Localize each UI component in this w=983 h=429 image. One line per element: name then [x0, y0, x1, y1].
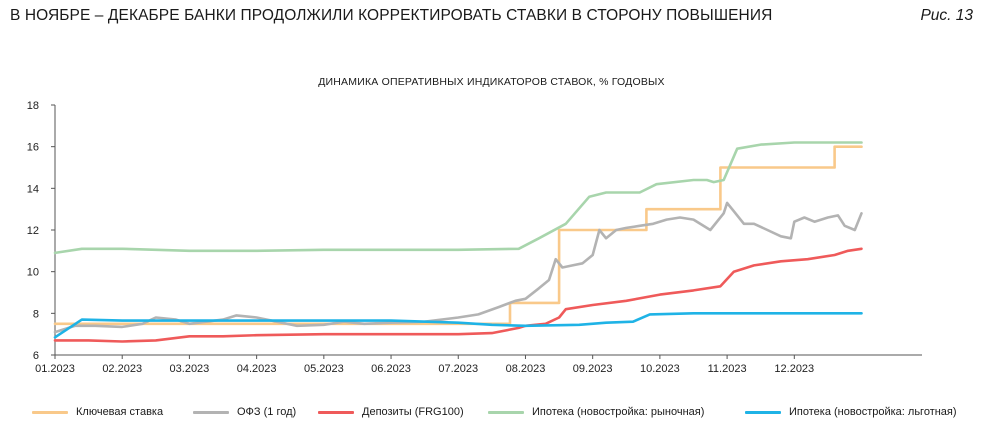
y-tick-label: 14 — [27, 183, 39, 195]
x-tick-label: 05.2023 — [304, 363, 344, 375]
x-tick-label: 10.2023 — [640, 363, 680, 375]
x-tick-label: 01.2023 — [35, 363, 75, 375]
chart-title: ДИНАМИКА ОПЕРАТИВНЫХ ИНДИКАТОРОВ СТАВОК,… — [318, 76, 665, 88]
legend-swatch — [32, 410, 68, 414]
x-tick-label: 08.2023 — [506, 363, 546, 375]
x-tick-label: 07.2023 — [438, 363, 478, 375]
y-tick-label: 12 — [27, 225, 39, 237]
legend-label: Ключевая ставка — [76, 406, 164, 418]
series-line-3 — [53, 247, 863, 343]
page-title: В НОЯБРЕ – ДЕКАБРЕ БАНКИ ПРОДОЛЖИЛИ КОРР… — [10, 7, 773, 24]
legend-item-5: Ипотека (новостройка: льготная) — [745, 402, 957, 422]
y-tick-label: 18 — [27, 100, 39, 112]
series-line-2 — [53, 201, 863, 334]
x-tick-label: 04.2023 — [237, 363, 277, 375]
y-tick-label: 10 — [27, 267, 39, 279]
legend-label: Ипотека (новостройка: льготная) — [789, 406, 957, 418]
legend-item-1: Ключевая ставка — [32, 402, 163, 422]
legend-label: Ипотека (новостройка: рыночная) — [532, 406, 705, 418]
x-tick-label: 03.2023 — [170, 363, 210, 375]
legend-item-2: ОФЗ (1 год) — [193, 402, 296, 422]
x-tick-label: 02.2023 — [102, 363, 142, 375]
y-tick-label: 16 — [27, 142, 39, 154]
x-tick-label: 12.2023 — [774, 363, 814, 375]
x-tick-label: 06.2023 — [371, 363, 411, 375]
legend-item-3: Депозиты (FRG100) — [318, 402, 464, 422]
legend-swatch — [745, 410, 781, 414]
y-tick-label: 6 — [33, 350, 39, 362]
legend-label: ОФЗ (1 год) — [237, 406, 297, 418]
legend-item-4: Ипотека (новостройка: рыночная) — [488, 402, 704, 422]
legend-swatch — [318, 410, 354, 414]
legend-label: Депозиты (FRG100) — [362, 406, 464, 418]
legend-swatch — [488, 410, 524, 414]
chart-legend: Ключевая ставка ОФЗ (1 год) Депозиты (FRG1… — [0, 402, 983, 422]
line-chart: 6 8 10 12 14 16 18 01.2023 02.2023 03.2023 04.2023… — [27, 100, 922, 375]
series-line-4 — [53, 141, 863, 255]
x-tick-label: 11.2023 — [708, 363, 747, 375]
legend-swatch — [193, 410, 229, 414]
series-line-5 — [53, 312, 863, 339]
y-tick-label: 8 — [33, 308, 39, 320]
series-line-1 — [53, 145, 863, 326]
figure-label: Рис. 13 — [920, 7, 973, 24]
x-tick-label: 09.2023 — [573, 363, 613, 375]
